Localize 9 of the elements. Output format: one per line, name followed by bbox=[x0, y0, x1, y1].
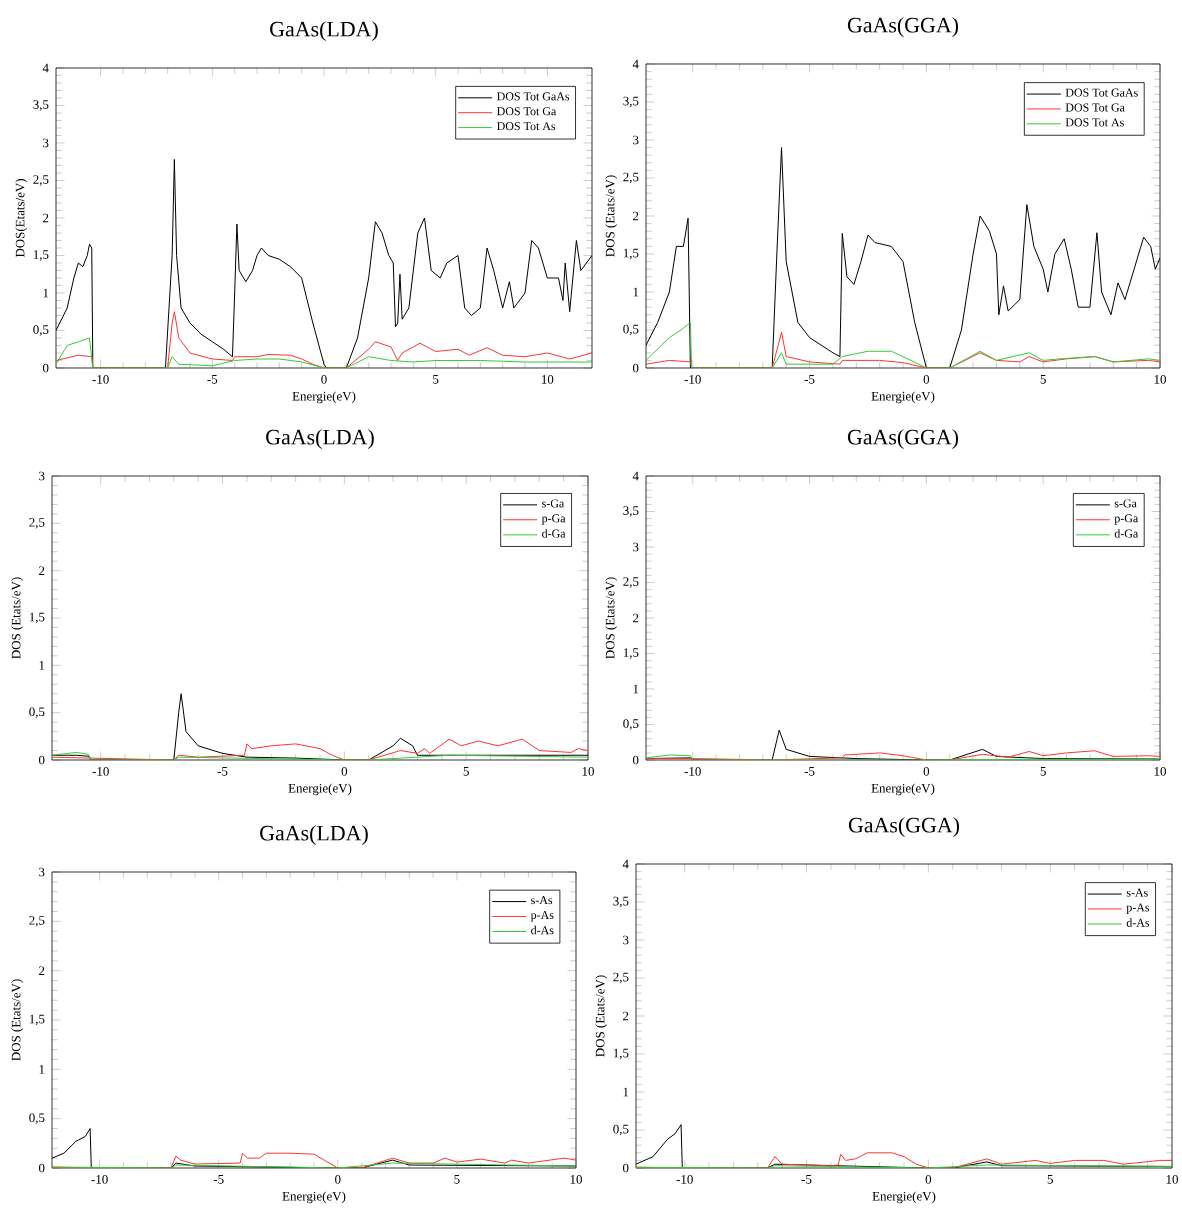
chart-title: GaAs(GGA) bbox=[847, 429, 959, 449]
chart-title: GaAs(LDA) bbox=[270, 21, 378, 41]
chart-title: GaAs(LDA) bbox=[260, 825, 368, 845]
chart-title: GaAs(GGA) bbox=[848, 817, 960, 837]
line-series bbox=[56, 337, 593, 368]
line-series bbox=[52, 738, 589, 760]
chart-title: GaAs(LDA) bbox=[266, 429, 374, 449]
chart-title: GaAs(GGA) bbox=[847, 17, 959, 37]
line-series bbox=[646, 321, 1161, 368]
